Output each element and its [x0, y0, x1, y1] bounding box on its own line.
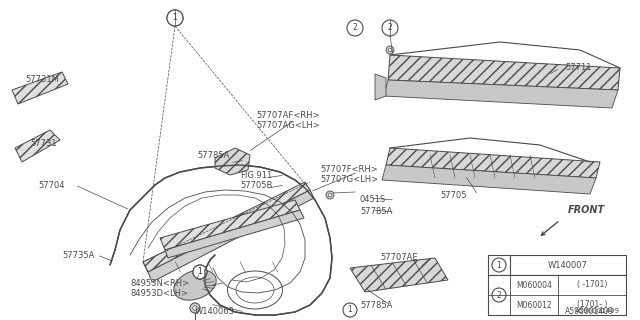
- Text: 0451S: 0451S: [360, 196, 387, 204]
- Circle shape: [350, 23, 360, 33]
- Text: (1701- ): (1701- ): [577, 300, 607, 309]
- Text: 1: 1: [198, 268, 202, 276]
- Circle shape: [492, 288, 506, 302]
- Text: ( -1701): ( -1701): [577, 281, 607, 290]
- Circle shape: [167, 10, 183, 26]
- Text: 57707G<LH>: 57707G<LH>: [320, 175, 378, 185]
- Text: FIG.911: FIG.911: [240, 171, 272, 180]
- Polygon shape: [388, 55, 620, 90]
- Polygon shape: [160, 200, 300, 250]
- Polygon shape: [15, 130, 60, 162]
- Text: 57785A: 57785A: [360, 207, 392, 217]
- Text: 57705: 57705: [440, 190, 467, 199]
- Text: 1: 1: [173, 13, 177, 22]
- Ellipse shape: [174, 270, 216, 300]
- Circle shape: [193, 265, 207, 279]
- Text: 57731M: 57731M: [25, 76, 59, 84]
- Bar: [488, 275, 626, 315]
- Circle shape: [193, 265, 207, 279]
- Circle shape: [492, 258, 506, 272]
- Text: 57704: 57704: [38, 180, 65, 189]
- Text: A590001409: A590001409: [575, 308, 620, 314]
- Text: 84953N<RH>: 84953N<RH>: [130, 278, 189, 287]
- Text: 57707AF<RH>: 57707AF<RH>: [256, 110, 319, 119]
- Text: 84953D<LH>: 84953D<LH>: [130, 289, 188, 298]
- Text: 1: 1: [173, 13, 177, 22]
- Circle shape: [196, 268, 204, 276]
- Text: 57711: 57711: [565, 63, 591, 73]
- Circle shape: [328, 193, 332, 197]
- Circle shape: [343, 303, 357, 317]
- Text: 57707F<RH>: 57707F<RH>: [320, 165, 378, 174]
- Text: W140063: W140063: [195, 308, 235, 316]
- Polygon shape: [350, 258, 448, 292]
- Circle shape: [386, 46, 394, 54]
- Text: 57707AG<LH>: 57707AG<LH>: [256, 121, 320, 130]
- Circle shape: [193, 306, 197, 310]
- Text: M060004: M060004: [516, 281, 552, 290]
- Circle shape: [198, 270, 202, 274]
- Circle shape: [326, 191, 334, 199]
- Text: 1: 1: [348, 306, 353, 315]
- Circle shape: [353, 26, 357, 30]
- Polygon shape: [165, 210, 304, 258]
- Circle shape: [348, 308, 352, 312]
- Polygon shape: [384, 80, 618, 108]
- Text: 57731: 57731: [30, 139, 56, 148]
- Circle shape: [173, 16, 177, 20]
- Polygon shape: [215, 148, 250, 175]
- Text: 57705B: 57705B: [240, 180, 273, 189]
- Text: FRONT: FRONT: [568, 205, 605, 215]
- Text: M060012: M060012: [516, 300, 552, 309]
- Text: 57735A: 57735A: [62, 251, 94, 260]
- Polygon shape: [375, 74, 386, 100]
- Circle shape: [193, 306, 197, 310]
- Text: 57785A: 57785A: [197, 150, 229, 159]
- Circle shape: [388, 48, 392, 52]
- Circle shape: [190, 303, 200, 313]
- Text: 57785A: 57785A: [360, 300, 392, 309]
- Circle shape: [170, 13, 180, 23]
- Circle shape: [347, 20, 363, 36]
- Polygon shape: [386, 148, 600, 178]
- Text: W140007: W140007: [548, 260, 588, 269]
- Text: 1: 1: [198, 268, 202, 276]
- Circle shape: [382, 20, 398, 36]
- Bar: [488, 255, 626, 275]
- Polygon shape: [148, 190, 314, 282]
- Circle shape: [167, 10, 183, 26]
- Text: 57707AE: 57707AE: [380, 253, 418, 262]
- Circle shape: [346, 306, 354, 314]
- Text: 2: 2: [353, 23, 357, 33]
- Text: A590001409: A590001409: [565, 308, 614, 316]
- Polygon shape: [12, 72, 68, 104]
- Text: 1: 1: [497, 260, 501, 269]
- Text: 2: 2: [497, 291, 501, 300]
- Polygon shape: [143, 182, 310, 272]
- Circle shape: [190, 303, 200, 313]
- Polygon shape: [382, 165, 596, 194]
- Text: 2: 2: [388, 23, 392, 33]
